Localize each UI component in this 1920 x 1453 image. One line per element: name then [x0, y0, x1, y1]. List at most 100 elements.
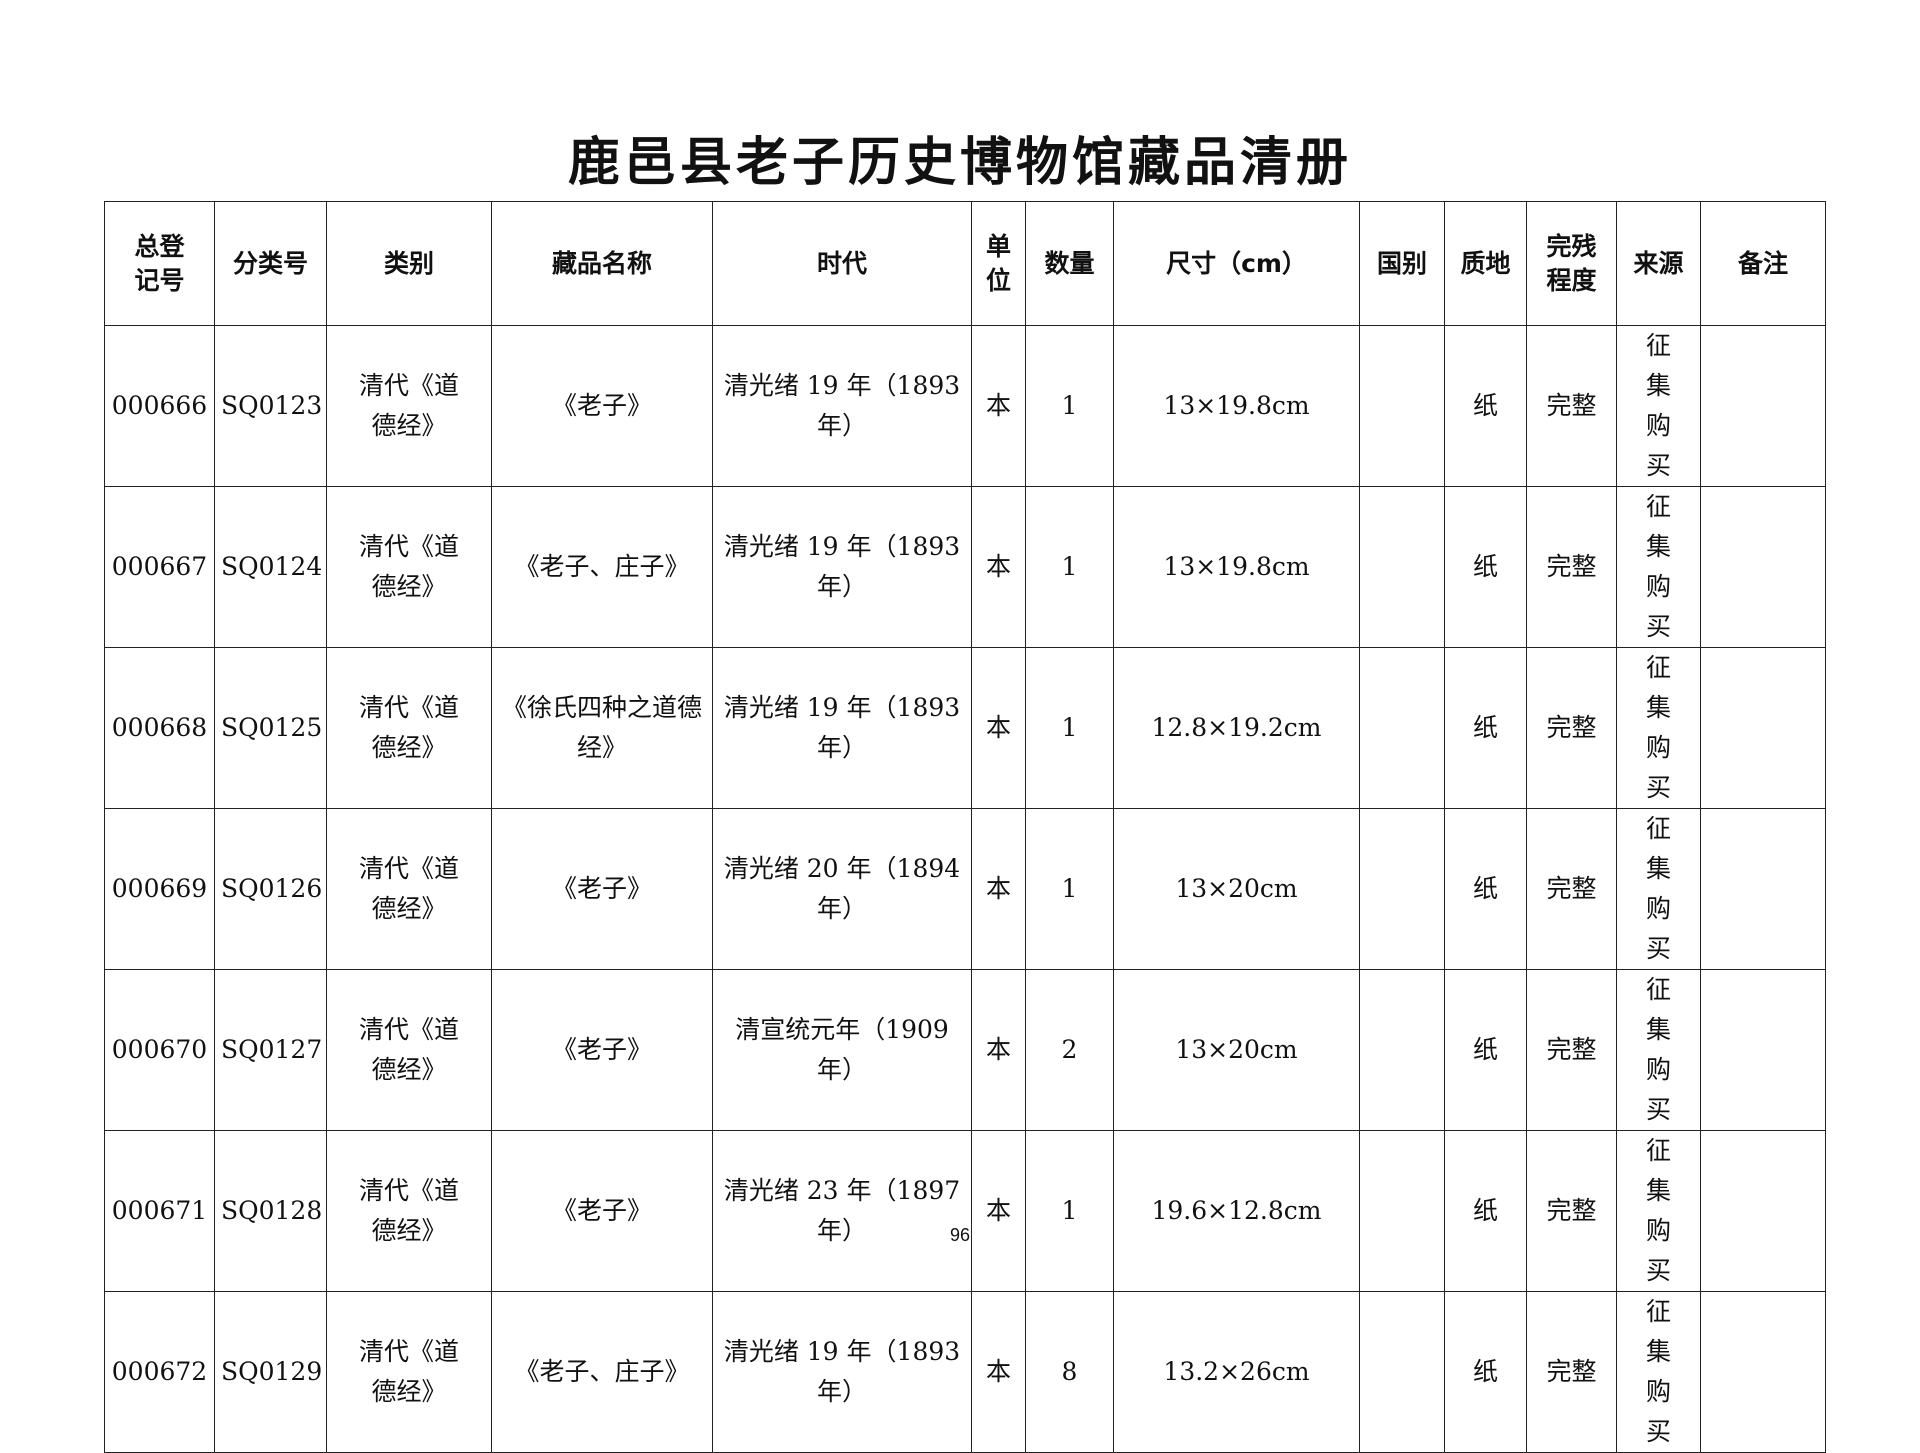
- era-cell: 清光绪 19 年（1893 年）: [712, 647, 972, 809]
- classification-number-cell: SQ0124: [214, 486, 327, 648]
- unit-cell: 本: [971, 1130, 1026, 1292]
- remarks-cell: [1700, 647, 1826, 809]
- remarks-cell: [1700, 325, 1826, 487]
- source-cell: 征集购买: [1616, 325, 1701, 487]
- registration-number-cell: 000668: [104, 647, 215, 809]
- document-title: 鹿邑县老子历史博物馆藏品清册: [567, 133, 1352, 193]
- item-name-cell: 《老子》: [491, 1130, 713, 1292]
- quantity-cell: 2: [1025, 969, 1114, 1131]
- source-cell: 征集购买: [1616, 486, 1701, 648]
- table-header-row: 总登记号 分类号 类别 藏品名称 时代 单位 数量 尺寸（cm） 国别 质地 完…: [104, 201, 1826, 326]
- category-cell: 清代《道德经》: [326, 969, 492, 1131]
- source-cell: 征集购买: [1616, 1130, 1701, 1292]
- material-cell: 纸: [1444, 486, 1527, 648]
- registration-number-cell: 000672: [104, 1291, 215, 1453]
- category-cell: 清代《道德经》: [326, 325, 492, 487]
- source-cell: 征集购买: [1616, 808, 1701, 970]
- dimensions-cell: 13.2×26cm: [1113, 1291, 1360, 1453]
- quantity-cell: 1: [1025, 647, 1114, 809]
- material-cell: 纸: [1444, 969, 1527, 1131]
- country-cell: [1359, 486, 1445, 648]
- country-cell: [1359, 325, 1445, 487]
- column-header: 总登记号: [104, 201, 215, 326]
- quantity-cell: 1: [1025, 486, 1114, 648]
- category-cell: 清代《道德经》: [326, 486, 492, 648]
- column-header: 国别: [1359, 201, 1445, 326]
- column-header: 单位: [971, 201, 1026, 326]
- quantity-cell: 1: [1025, 808, 1114, 970]
- column-header: 完残程度: [1526, 201, 1617, 326]
- material-cell: 纸: [1444, 325, 1527, 487]
- unit-cell: 本: [971, 1291, 1026, 1453]
- era-cell: 清光绪 23 年（1897 年）: [712, 1130, 972, 1292]
- condition-cell: 完整: [1526, 1130, 1617, 1292]
- source-cell: 征集购买: [1616, 1291, 1701, 1453]
- condition-cell: 完整: [1526, 808, 1617, 970]
- column-header: 来源: [1616, 201, 1701, 326]
- column-header: 质地: [1444, 201, 1527, 326]
- registration-number-cell: 000671: [104, 1130, 215, 1292]
- country-cell: [1359, 969, 1445, 1131]
- table-row: 000672 SQ0129 清代《道德经》 《老子、庄子》 清光绪 19 年（1893 …: [104, 1291, 1826, 1453]
- table-row: 000671 SQ0128 清代《道德经》 《老子》 清光绪 23 年（1897 年）本…: [104, 1130, 1826, 1292]
- dimensions-cell: 13×20cm: [1113, 969, 1360, 1131]
- dimensions-cell: 13×19.8cm: [1113, 325, 1360, 487]
- category-cell: 清代《道德经》: [326, 808, 492, 970]
- remarks-cell: [1700, 1130, 1826, 1292]
- column-header: 藏品名称: [491, 201, 713, 326]
- quantity-cell: 1: [1025, 1130, 1114, 1292]
- country-cell: [1359, 647, 1445, 809]
- classification-number-cell: SQ0128: [214, 1130, 327, 1292]
- remarks-cell: [1700, 486, 1826, 648]
- column-header: 备注: [1700, 201, 1826, 326]
- classification-number-cell: SQ0129: [214, 1291, 327, 1453]
- remarks-cell: [1700, 1291, 1826, 1453]
- country-cell: [1359, 1130, 1445, 1292]
- column-header: 尺寸（cm）: [1113, 201, 1360, 326]
- table-row: 000666 SQ0123 清代《道德经》 《老子》 清光绪 19 年（1893 年）本…: [104, 325, 1826, 487]
- page-number: 96: [949, 1225, 971, 1245]
- unit-cell: 本: [971, 325, 1026, 487]
- table-row: 000670 SQ0127 清代《道德经》 《老子》 清宣统元年（1909 年）本 2 13…: [104, 969, 1826, 1131]
- dimensions-cell: 12.8×19.2cm: [1113, 647, 1360, 809]
- dimensions-cell: 13×19.8cm: [1113, 486, 1360, 648]
- column-header: 类别: [326, 201, 492, 326]
- classification-number-cell: SQ0127: [214, 969, 327, 1131]
- classification-number-cell: SQ0126: [214, 808, 327, 970]
- source-cell: 征集购买: [1616, 647, 1701, 809]
- country-cell: [1359, 808, 1445, 970]
- material-cell: 纸: [1444, 1130, 1527, 1292]
- item-name-cell: 《老子》: [491, 325, 713, 487]
- table-row: 000667 SQ0124 清代《道德经》 《老子、庄子》 清光绪 19 年（1893 …: [104, 486, 1826, 648]
- collection-table: 总登记号 分类号 类别 藏品名称 时代 单位 数量 尺寸（cm） 国别 质地 完…: [104, 201, 1826, 1453]
- item-name-cell: 《老子、庄子》: [491, 486, 713, 648]
- condition-cell: 完整: [1526, 486, 1617, 648]
- source-cell: 征集购买: [1616, 969, 1701, 1131]
- table-row: 000668 SQ0125 清代《道德经》 《徐氏四种之道德经》 清光绪 19 年（18…: [104, 647, 1826, 809]
- registration-number-cell: 000666: [104, 325, 215, 487]
- registration-number-cell: 000670: [104, 969, 215, 1131]
- unit-cell: 本: [971, 647, 1026, 809]
- item-name-cell: 《老子》: [491, 808, 713, 970]
- quantity-cell: 8: [1025, 1291, 1114, 1453]
- item-name-cell: 《老子、庄子》: [491, 1291, 713, 1453]
- material-cell: 纸: [1444, 1291, 1527, 1453]
- quantity-cell: 1: [1025, 325, 1114, 487]
- era-cell: 清光绪 19 年（1893 年）: [712, 486, 972, 648]
- condition-cell: 完整: [1526, 325, 1617, 487]
- condition-cell: 完整: [1526, 969, 1617, 1131]
- era-cell: 清宣统元年（1909 年）: [712, 969, 972, 1131]
- unit-cell: 本: [971, 486, 1026, 648]
- item-name-cell: 《老子》: [491, 969, 713, 1131]
- classification-number-cell: SQ0123: [214, 325, 327, 487]
- table-row: 000669 SQ0126 清代《道德经》 《老子》 清光绪 20 年（1894 年）本…: [104, 808, 1826, 970]
- category-cell: 清代《道德经》: [326, 647, 492, 809]
- category-cell: 清代《道德经》: [326, 1130, 492, 1292]
- item-name-cell: 《徐氏四种之道德经》: [491, 647, 713, 809]
- era-cell: 清光绪 19 年（1893 年）: [712, 1291, 972, 1453]
- classification-number-cell: SQ0125: [214, 647, 327, 809]
- category-cell: 清代《道德经》: [326, 1291, 492, 1453]
- registration-number-cell: 000667: [104, 486, 215, 648]
- dimensions-cell: 13×20cm: [1113, 808, 1360, 970]
- country-cell: [1359, 1291, 1445, 1453]
